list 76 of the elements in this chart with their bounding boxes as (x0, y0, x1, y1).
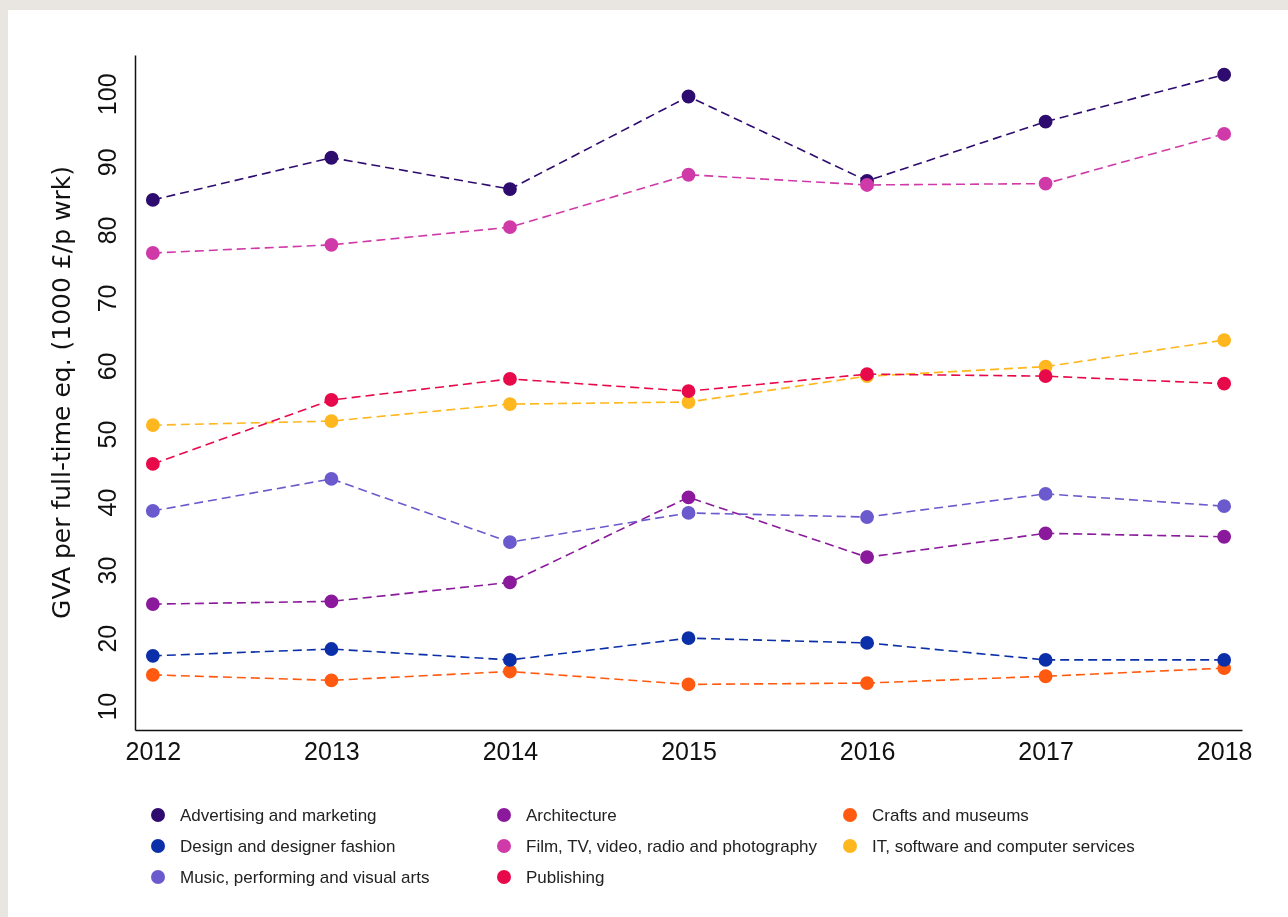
x-tick-label: 2012 (125, 736, 182, 765)
point (681, 506, 696, 520)
point (145, 457, 160, 471)
point (860, 550, 874, 565)
point (1038, 369, 1053, 384)
point (681, 490, 696, 505)
point (1217, 376, 1232, 391)
y-tick-label: 30 (92, 556, 121, 585)
y-tick-label: 50 (92, 420, 121, 449)
y-tick-label: 40 (92, 488, 121, 517)
point (1217, 127, 1232, 141)
point (1038, 669, 1053, 684)
x-tick-label: 2013 (304, 736, 360, 765)
point (324, 150, 339, 165)
point (860, 636, 874, 650)
point (1038, 176, 1053, 191)
point (860, 676, 874, 690)
point (681, 89, 696, 104)
y-axis-title: GVA per full-time eq. (1000 £/p wrk) (47, 166, 76, 619)
point (503, 535, 517, 550)
x-tick-label: 2016 (839, 736, 896, 765)
point (681, 384, 696, 399)
point (1217, 653, 1232, 667)
point (1217, 499, 1232, 514)
x-tick-label: 2018 (1196, 736, 1253, 765)
point (681, 677, 696, 692)
point (860, 178, 874, 192)
point (324, 472, 339, 486)
point (860, 510, 874, 524)
point (324, 393, 339, 407)
point (503, 220, 517, 235)
y-tick-label: 100 (92, 73, 121, 116)
legend-label: Film, TV, video, radio and photography (526, 836, 818, 856)
point (1038, 486, 1053, 501)
point (503, 371, 517, 386)
point (681, 167, 696, 182)
x-tick-label: 2017 (1018, 736, 1074, 765)
legend-label: Publishing (526, 867, 605, 887)
y-tick-label: 60 (92, 352, 121, 381)
legend-label: Music, performing and visual arts (180, 867, 430, 887)
point (503, 575, 517, 590)
point (145, 418, 160, 433)
point (145, 667, 160, 682)
y-tick-label: 20 (92, 624, 121, 653)
point (145, 246, 160, 260)
point (1217, 529, 1232, 544)
point (1038, 653, 1053, 667)
point (324, 642, 339, 656)
legend-label: Design and designer fashion (180, 836, 396, 856)
point (503, 182, 517, 196)
point (145, 648, 160, 663)
point (1217, 333, 1232, 347)
point (324, 673, 339, 688)
y-tick-label: 80 (92, 216, 121, 245)
y-tick-label: 70 (92, 284, 121, 313)
legend-label: Advertising and marketing (180, 805, 377, 825)
point (503, 664, 517, 679)
point (503, 653, 517, 667)
point (1038, 526, 1053, 541)
x-tick-label: 2015 (661, 736, 717, 765)
point (1038, 114, 1053, 129)
y-tick-label: 90 (92, 148, 121, 177)
point (145, 193, 160, 207)
legend-label: Crafts and museums (872, 805, 1029, 825)
x-tick-label: 2014 (482, 736, 539, 765)
point (503, 397, 517, 411)
legend-label: IT, software and computer services (872, 836, 1135, 856)
y-tick-label: 10 (92, 692, 121, 721)
point (1217, 67, 1232, 82)
point (324, 414, 339, 428)
legend-label: Architecture (526, 805, 617, 825)
point (681, 631, 696, 646)
point (145, 597, 160, 612)
point (324, 237, 339, 252)
point (324, 594, 339, 609)
point (145, 504, 160, 518)
